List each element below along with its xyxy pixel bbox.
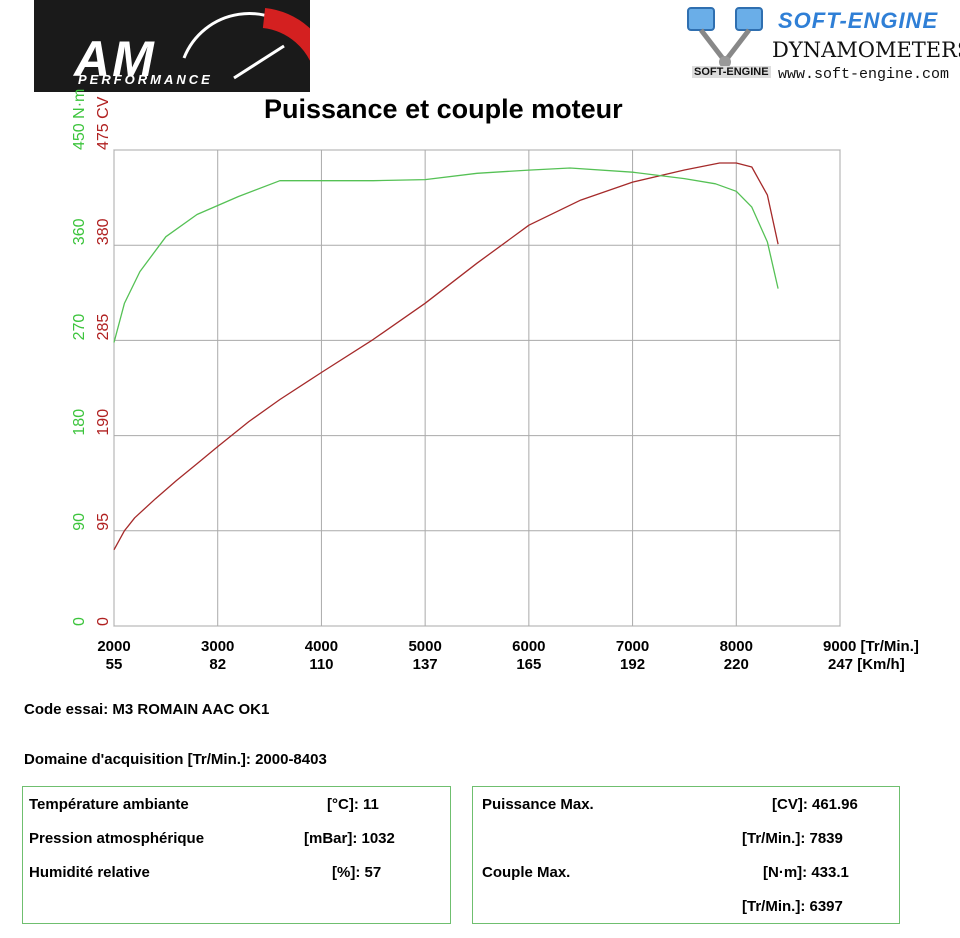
torque-max-value: [N·m]: 433.1: [763, 864, 849, 881]
power-line: [113, 162, 779, 551]
power-tick-label: 95: [95, 513, 112, 531]
x2-tick-label: 220: [724, 656, 749, 673]
power-tick-label: 475 CV: [95, 96, 112, 150]
ambient-conditions-box: Température ambiante [°C]: 11 Pression a…: [22, 786, 451, 924]
torque-tick-label: 270: [71, 314, 88, 341]
power-tick-label: 0: [95, 617, 112, 626]
domaine-acquisition: Domaine d'acquisition [Tr/Min.]: 2000-84…: [24, 751, 327, 768]
torque-tick-label: 360: [71, 218, 88, 245]
power-tick-label: 285: [95, 314, 112, 341]
x-tick-label: 2000: [97, 638, 130, 655]
soft-engine-small-label: SOFT-ENGINE: [692, 66, 771, 78]
torque-tick-label: 0: [71, 617, 88, 626]
torque-max-rpm: [Tr/Min.]: 6397: [742, 898, 843, 915]
soft-engine-website: www.soft-engine.com: [778, 66, 950, 83]
soft-engine-dynamometers: DYNAMOMETERS: [772, 38, 960, 62]
x-tick-label: 6000: [512, 638, 545, 655]
temperature-label: Température ambiante: [29, 796, 189, 813]
am-logo-subtext: PERFORMANCE: [78, 72, 213, 87]
x-tick-label: 7000: [616, 638, 649, 655]
x2-tick-label: 192: [620, 656, 645, 673]
soft-engine-title: SOFT-ENGINE: [778, 8, 939, 33]
power-tick-label: 380: [95, 218, 112, 245]
x-tick-label: 9000 [Tr/Min.]: [823, 638, 919, 655]
speedometer-icon: [182, 8, 310, 80]
code-essai: Code essai: M3 ROMAIN AAC OK1: [24, 701, 270, 718]
x-tick-label: 3000: [201, 638, 234, 655]
torque-tick-label: 450 N·m: [71, 89, 88, 150]
power-max-label: Puissance Max.: [482, 796, 594, 813]
chart-title: Puissance et couple moteur: [264, 94, 623, 124]
soft-engine-logo: SOFT-ENGINE DYNAMOMETERS www.soft-engine…: [668, 0, 960, 92]
am-logo-text: AM: [74, 31, 156, 87]
plot-frame: [113, 149, 841, 627]
torque-line: [113, 167, 779, 343]
power-max-rpm: [Tr/Min.]: 7839: [742, 830, 843, 847]
x-tick-label: 5000: [408, 638, 441, 655]
pressure-label: Pression atmosphérique: [29, 830, 205, 847]
x2-tick-label: 82: [209, 656, 226, 673]
x-tick-label: 4000: [305, 638, 338, 655]
x2-tick-label: 165: [516, 656, 541, 673]
power-tick-label: 190: [95, 409, 112, 436]
x2-tick-label: 110: [309, 656, 333, 673]
power-max-value: [CV]: 461.96: [772, 796, 858, 813]
pressure-value: [mBar]: 1032: [304, 830, 395, 847]
piston-icon: [687, 7, 763, 68]
torque-tick-label: 90: [71, 513, 88, 531]
humidity-value: [%]: 57: [332, 864, 382, 881]
x-tick-label: 8000: [720, 638, 753, 655]
torque-max-label: Couple Max.: [482, 864, 571, 881]
temperature-value: [°C]: 11: [327, 796, 379, 813]
max-values-box: Puissance Max. [CV]: 461.96 [Tr/Min.]: 7…: [472, 786, 900, 924]
x2-tick-label: 247 [Km/h]: [828, 656, 905, 673]
chart-series: [113, 162, 779, 551]
am-performance-logo: AM PERFORMANCE: [34, 0, 310, 92]
torque-tick-label: 180: [71, 409, 88, 436]
humidity-label: Humidité relative: [29, 864, 150, 881]
x2-tick-label: 55: [106, 656, 123, 673]
chart-grid: [113, 149, 841, 627]
x2-tick-label: 137: [413, 656, 438, 673]
